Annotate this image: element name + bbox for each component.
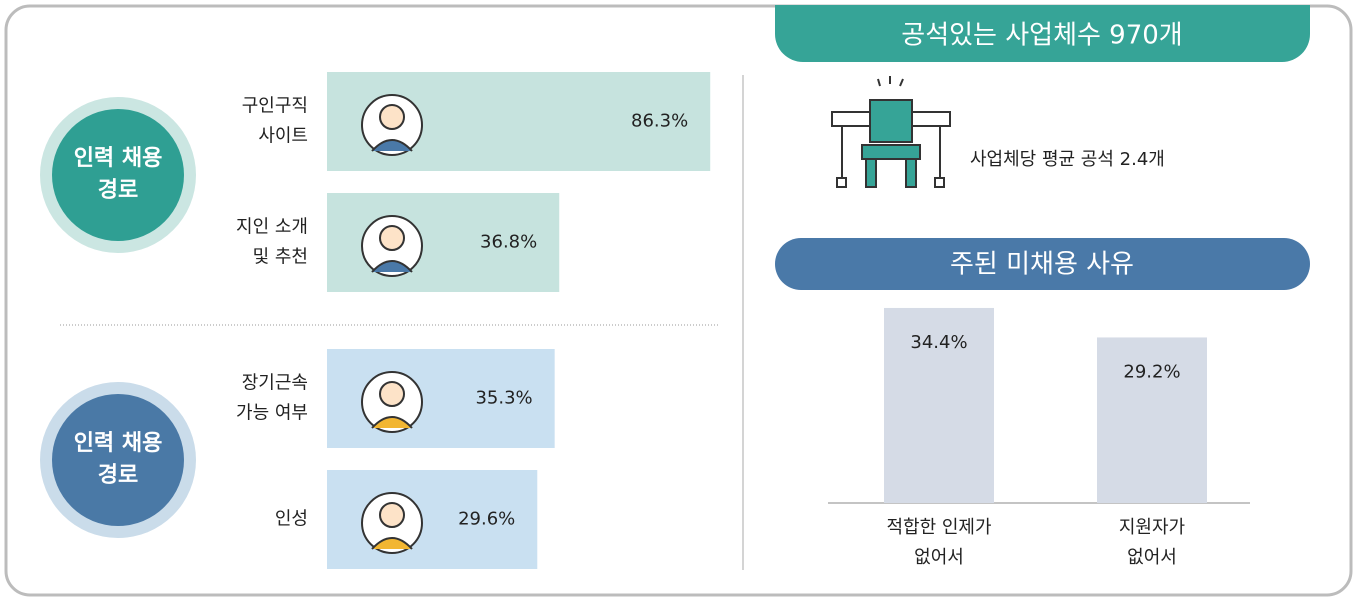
desk-icon [832, 76, 950, 187]
category-label: 및 추천 [253, 247, 308, 268]
value-label: 29.2% [1123, 361, 1180, 382]
page: 공석있는 사업체수 970개 사업체당 평균 공석 2.4개 인력 채용경로구인… [0, 0, 1357, 601]
value-label: 35.3% [475, 388, 532, 409]
icon-part [380, 503, 404, 527]
icon-part [380, 382, 404, 406]
badge-title: 경로 [98, 463, 138, 488]
category-label: 적합한 인제가 [886, 517, 991, 538]
icon [362, 95, 422, 155]
category-label: 가능 여부 [236, 403, 308, 424]
icon-part [380, 226, 404, 250]
icon [362, 372, 422, 432]
value-label: 86.3% [631, 111, 688, 132]
badge [52, 394, 184, 526]
icon-part [380, 105, 404, 129]
badge [52, 109, 184, 241]
category-label: 인성 [275, 509, 308, 530]
icon [362, 216, 422, 276]
badge-title: 경로 [98, 178, 138, 203]
category-label: 지인 소개 [236, 217, 308, 238]
banner-title: 공석있는 사업체수 970개 [901, 21, 1182, 51]
value-label: 29.6% [458, 509, 515, 530]
category-label: 없어서 [914, 547, 964, 568]
banner-note: 사업체당 평균 공석 2.4개 [970, 149, 1165, 170]
badge-title: 인력 채용 [74, 146, 163, 171]
badge-title: 인력 채용 [74, 431, 163, 456]
category-label: 사이트 [258, 126, 308, 147]
category-label: 지원자가 [1119, 517, 1185, 538]
value-label: 34.4% [910, 332, 967, 353]
value-label: 36.8% [480, 232, 537, 253]
category-label: 없어서 [1127, 547, 1177, 568]
category-label: 장기근속 [242, 373, 308, 394]
icon [362, 493, 422, 553]
chart-title: 주된 미채용 사유 [950, 250, 1134, 280]
infographic: 공석있는 사업체수 970개 사업체당 평균 공석 2.4개 인력 채용경로구인… [0, 0, 1357, 601]
category-label: 구인구직 [242, 96, 308, 117]
